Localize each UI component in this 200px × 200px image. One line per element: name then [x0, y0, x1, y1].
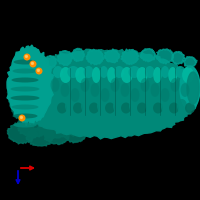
Ellipse shape [50, 78, 60, 92]
Polygon shape [56, 116, 88, 136]
Polygon shape [172, 52, 185, 64]
Ellipse shape [12, 68, 38, 73]
Ellipse shape [137, 67, 148, 83]
Polygon shape [112, 111, 140, 129]
Ellipse shape [175, 66, 186, 78]
Ellipse shape [65, 99, 75, 113]
Polygon shape [26, 128, 54, 146]
Ellipse shape [128, 66, 140, 78]
Ellipse shape [129, 99, 139, 113]
Ellipse shape [60, 67, 71, 83]
Polygon shape [121, 49, 139, 65]
Ellipse shape [160, 88, 170, 102]
Ellipse shape [12, 114, 38, 118]
Ellipse shape [121, 102, 131, 114]
Polygon shape [183, 57, 197, 67]
Circle shape [31, 62, 33, 64]
Ellipse shape [12, 77, 38, 82]
Ellipse shape [89, 102, 99, 114]
Ellipse shape [81, 99, 91, 113]
Ellipse shape [97, 99, 107, 113]
Ellipse shape [113, 99, 123, 113]
Polygon shape [57, 50, 72, 66]
Ellipse shape [161, 99, 171, 113]
Ellipse shape [101, 88, 110, 102]
Polygon shape [38, 117, 72, 138]
Circle shape [20, 116, 22, 118]
Ellipse shape [168, 67, 177, 83]
Ellipse shape [107, 67, 116, 83]
Ellipse shape [92, 67, 100, 83]
Ellipse shape [180, 83, 190, 97]
Polygon shape [104, 49, 120, 63]
Polygon shape [44, 55, 57, 68]
Ellipse shape [110, 78, 120, 92]
Polygon shape [7, 58, 37, 121]
Polygon shape [140, 49, 156, 62]
Ellipse shape [12, 104, 38, 110]
Circle shape [25, 55, 27, 57]
Ellipse shape [10, 86, 40, 92]
Ellipse shape [57, 102, 67, 114]
Ellipse shape [105, 102, 115, 114]
Polygon shape [7, 122, 37, 144]
Ellipse shape [145, 66, 155, 78]
Ellipse shape [120, 83, 130, 97]
Ellipse shape [80, 78, 90, 92]
Ellipse shape [14, 122, 36, 128]
Ellipse shape [169, 102, 179, 114]
Ellipse shape [153, 67, 162, 83]
Ellipse shape [153, 102, 163, 114]
Ellipse shape [73, 102, 83, 114]
Circle shape [36, 68, 42, 74]
Circle shape [24, 54, 30, 60]
Ellipse shape [177, 99, 187, 113]
Ellipse shape [114, 66, 124, 78]
Polygon shape [94, 112, 122, 131]
Ellipse shape [145, 99, 155, 113]
Ellipse shape [10, 96, 40, 100]
Polygon shape [64, 125, 87, 143]
Polygon shape [16, 112, 54, 138]
Ellipse shape [14, 60, 36, 64]
Polygon shape [75, 115, 104, 133]
Polygon shape [187, 72, 199, 104]
Ellipse shape [90, 83, 100, 97]
Circle shape [30, 61, 36, 67]
Ellipse shape [140, 78, 150, 92]
Ellipse shape [75, 67, 87, 83]
Ellipse shape [130, 88, 140, 102]
Ellipse shape [53, 66, 63, 78]
Polygon shape [35, 57, 49, 74]
Polygon shape [44, 128, 69, 145]
Ellipse shape [161, 66, 169, 78]
Ellipse shape [170, 78, 180, 92]
Polygon shape [130, 110, 154, 127]
Ellipse shape [185, 102, 195, 114]
Polygon shape [72, 48, 84, 61]
Ellipse shape [100, 66, 108, 78]
Polygon shape [7, 45, 53, 126]
Ellipse shape [60, 83, 70, 97]
Circle shape [19, 115, 25, 121]
Polygon shape [156, 49, 174, 64]
Ellipse shape [121, 67, 133, 83]
Ellipse shape [84, 66, 94, 78]
Ellipse shape [151, 83, 160, 97]
Circle shape [37, 69, 39, 71]
Ellipse shape [137, 102, 147, 114]
Polygon shape [180, 66, 200, 110]
Ellipse shape [70, 88, 80, 102]
Polygon shape [13, 49, 199, 139]
Polygon shape [86, 49, 104, 65]
Ellipse shape [67, 66, 79, 78]
Ellipse shape [182, 67, 194, 83]
